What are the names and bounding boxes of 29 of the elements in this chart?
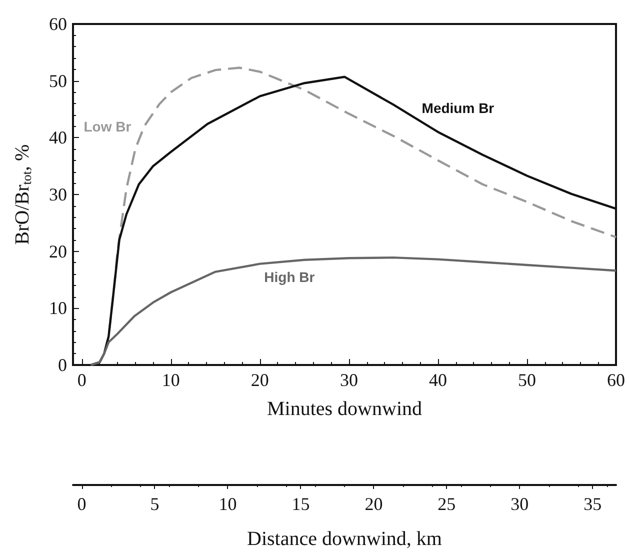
series-label: Medium Br bbox=[422, 100, 495, 116]
x2-tick-label: 20 bbox=[364, 494, 383, 514]
series-label: Low Br bbox=[84, 118, 132, 134]
x2-tick-label: 25 bbox=[438, 494, 456, 514]
x-tick-label: 30 bbox=[340, 370, 358, 390]
x-tick-label: 10 bbox=[162, 370, 180, 390]
x-tick-label: 0 bbox=[77, 370, 86, 390]
series-label: High Br bbox=[264, 268, 316, 285]
x2-tick-label: 0 bbox=[77, 494, 86, 514]
x2-tick-label: 15 bbox=[292, 494, 310, 514]
x-tick-label: 40 bbox=[428, 370, 447, 390]
y-axis-title: BrO/Brtot, % bbox=[12, 144, 34, 245]
y-tick-label: 30 bbox=[49, 184, 67, 204]
y-tick-label: 40 bbox=[49, 128, 67, 148]
y-tick-label: 50 bbox=[49, 70, 67, 91]
x-axis-title: Minutes downwind bbox=[267, 398, 422, 420]
line-series bbox=[90, 256, 618, 366]
y-tick-label: 10 bbox=[49, 298, 67, 318]
y-tick-label: 60 bbox=[49, 14, 67, 34]
x-tick-label: 50 bbox=[518, 370, 536, 390]
x2-tick-label: 30 bbox=[510, 494, 529, 514]
x2-tick-label: 5 bbox=[150, 494, 160, 514]
x-tick-label: 60 bbox=[607, 370, 625, 390]
x-tick-label: 20 bbox=[250, 370, 269, 390]
y-tick-label: 0 bbox=[58, 355, 67, 375]
y-tick-label: 20 bbox=[49, 241, 67, 262]
x2-axis-title: Distance downwind, km bbox=[247, 528, 442, 550]
x2-tick-label: 10 bbox=[218, 494, 237, 514]
x2-tick-label: 35 bbox=[584, 494, 602, 514]
